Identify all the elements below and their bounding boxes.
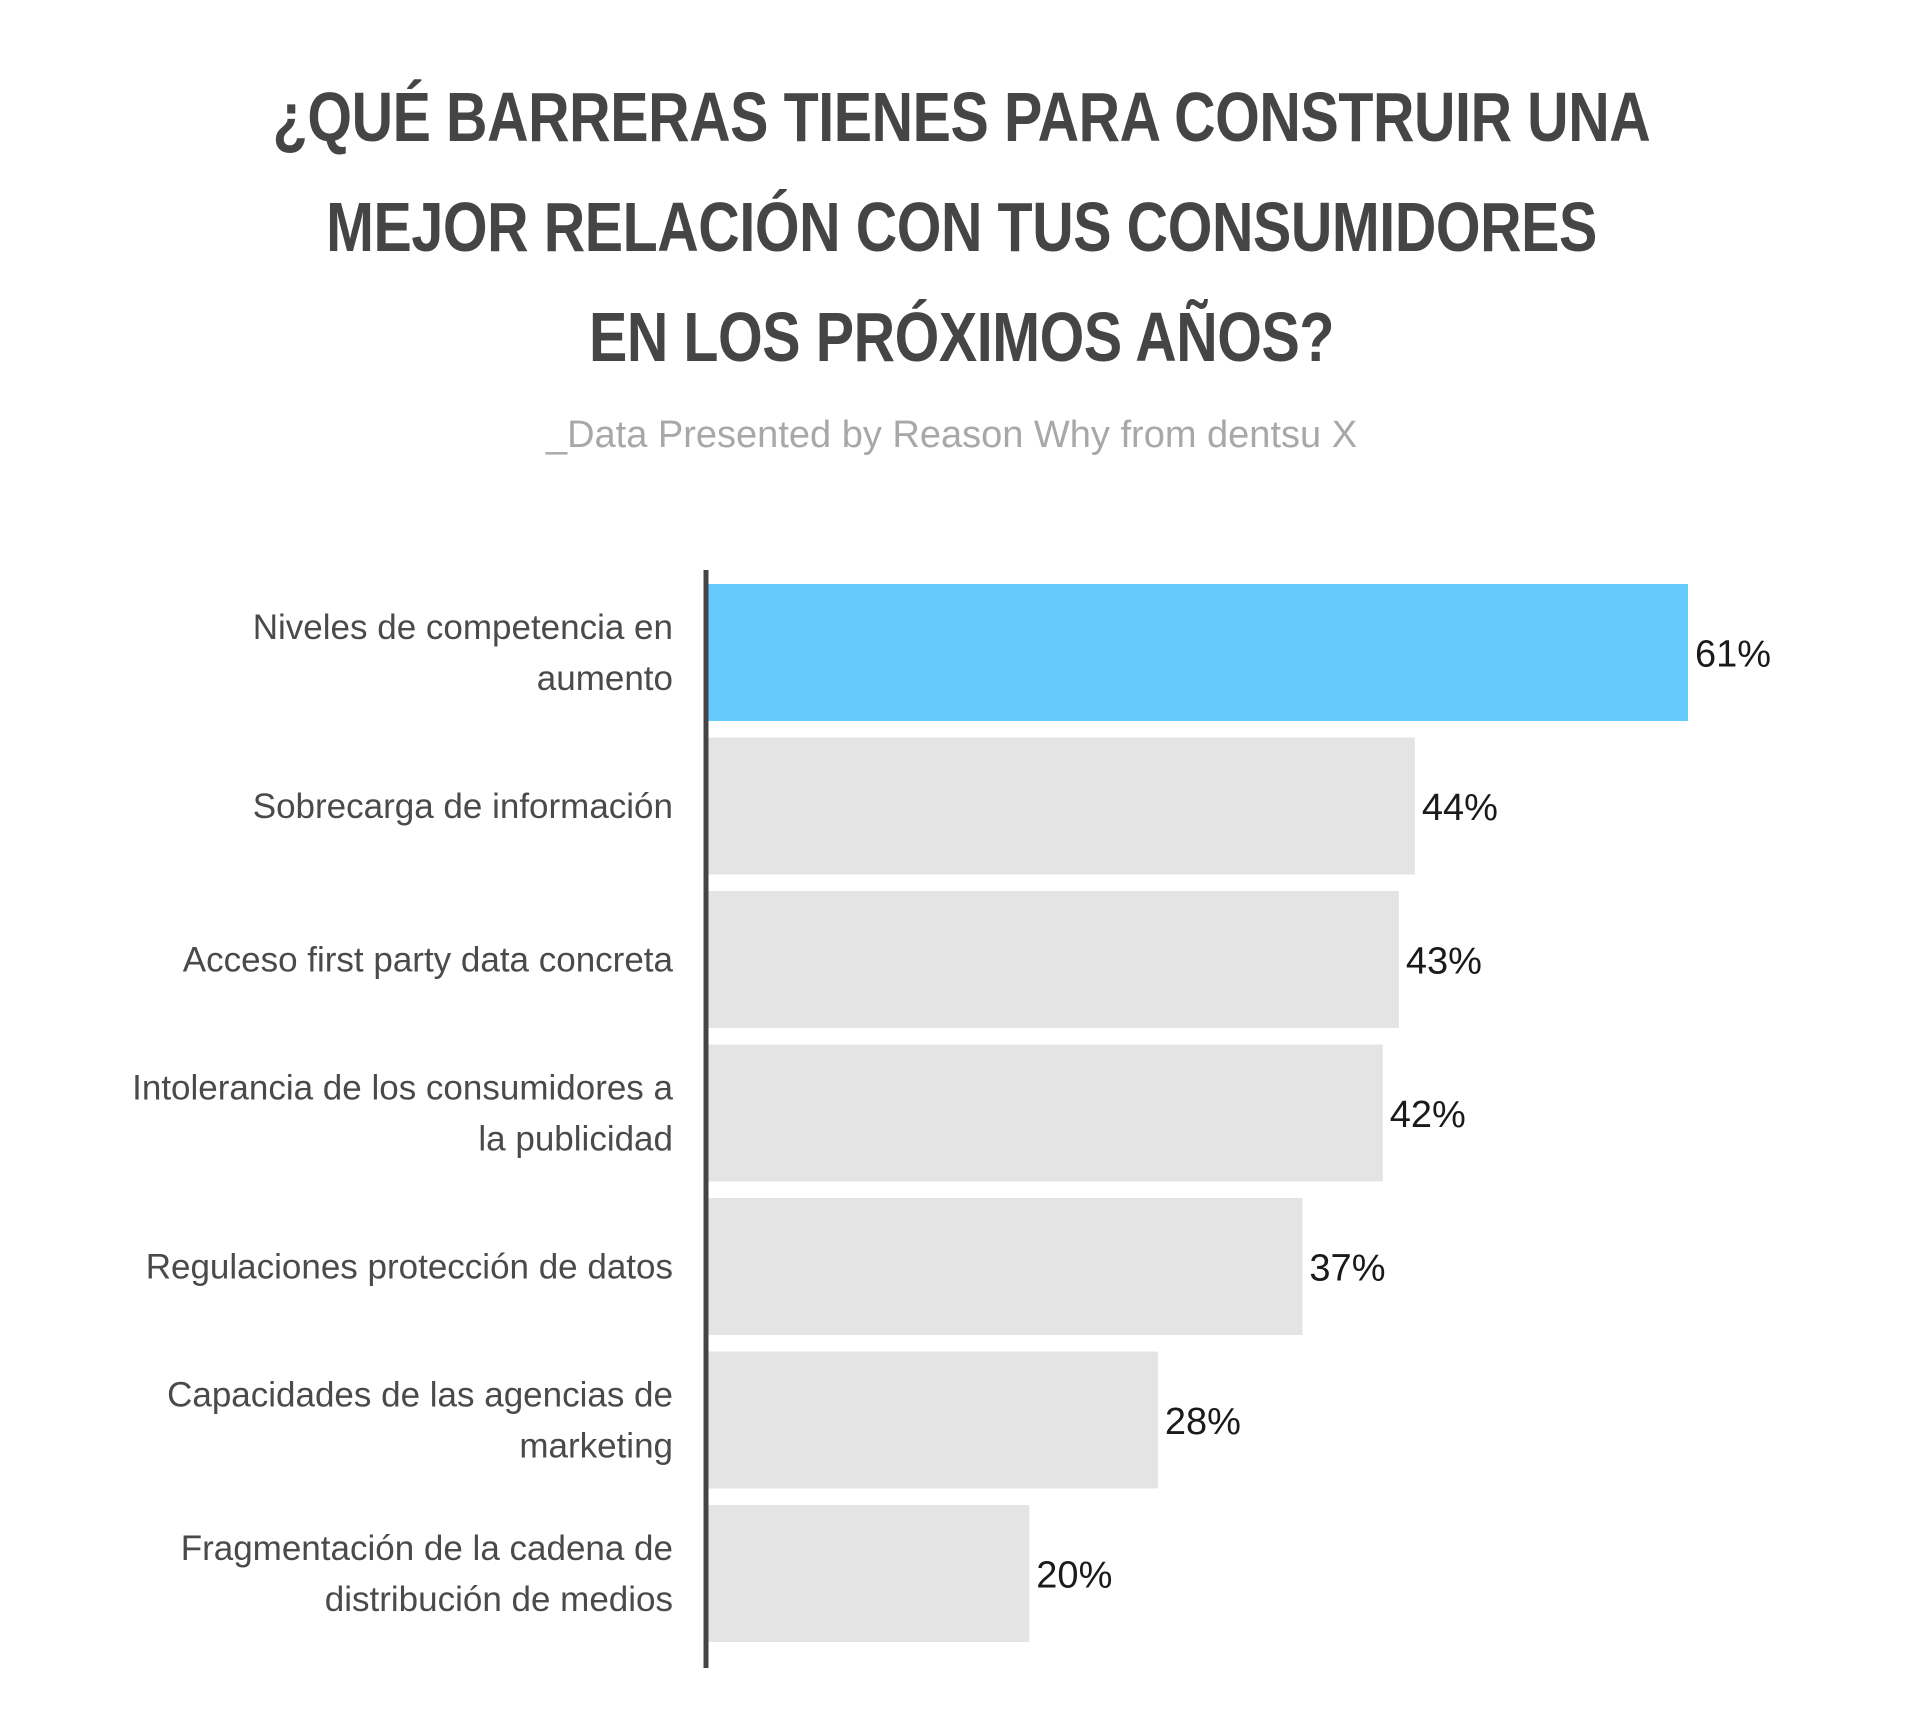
data-label: 20% bbox=[1036, 1555, 1112, 1597]
category-label: Acceso first party data concreta bbox=[183, 941, 674, 980]
category-label: aumento bbox=[537, 659, 673, 698]
chart-title-line: EN LOS PRÓXIMOS AÑOS? bbox=[588, 298, 1335, 376]
bar bbox=[708, 891, 1399, 1028]
data-label: 28% bbox=[1165, 1401, 1241, 1443]
bar bbox=[708, 1505, 1030, 1642]
category-label: distribución de medios bbox=[325, 1580, 673, 1619]
chart-subtitle: _Data Presented by Reason Why from dents… bbox=[545, 414, 1358, 456]
bar bbox=[708, 1198, 1303, 1335]
category-label: Sobrecarga de información bbox=[253, 787, 673, 826]
bar bbox=[708, 1044, 1383, 1182]
category-label: la publicidad bbox=[478, 1120, 673, 1159]
category-label: Regulaciones protección de datos bbox=[146, 1248, 673, 1287]
chart-title: ¿QUÉ BARRERAS TIENES PARA CONSTRUIR UNA … bbox=[0, 62, 1923, 392]
category-label: Niveles de competencia en bbox=[253, 608, 673, 647]
data-label: 37% bbox=[1309, 1248, 1385, 1290]
bar bbox=[708, 584, 1688, 721]
chart-title-line: MEJOR RELACIÓN CON TUS CONSUMIDORES bbox=[326, 188, 1597, 266]
category-label: marketing bbox=[519, 1427, 673, 1466]
bar bbox=[708, 737, 1415, 875]
category-label: Intolerancia de los consumidores a bbox=[132, 1069, 673, 1108]
data-label: 43% bbox=[1406, 941, 1482, 983]
data-label: 44% bbox=[1422, 787, 1498, 829]
data-label: 61% bbox=[1695, 634, 1771, 676]
category-label: Fragmentación de la cadena de bbox=[181, 1529, 673, 1568]
bar bbox=[708, 1351, 1158, 1489]
data-label: 42% bbox=[1390, 1094, 1466, 1136]
category-label: Capacidades de las agencias de bbox=[167, 1376, 673, 1415]
chart-title-line: ¿QUÉ BARRERAS TIENES PARA CONSTRUIR UNA bbox=[272, 78, 1651, 156]
